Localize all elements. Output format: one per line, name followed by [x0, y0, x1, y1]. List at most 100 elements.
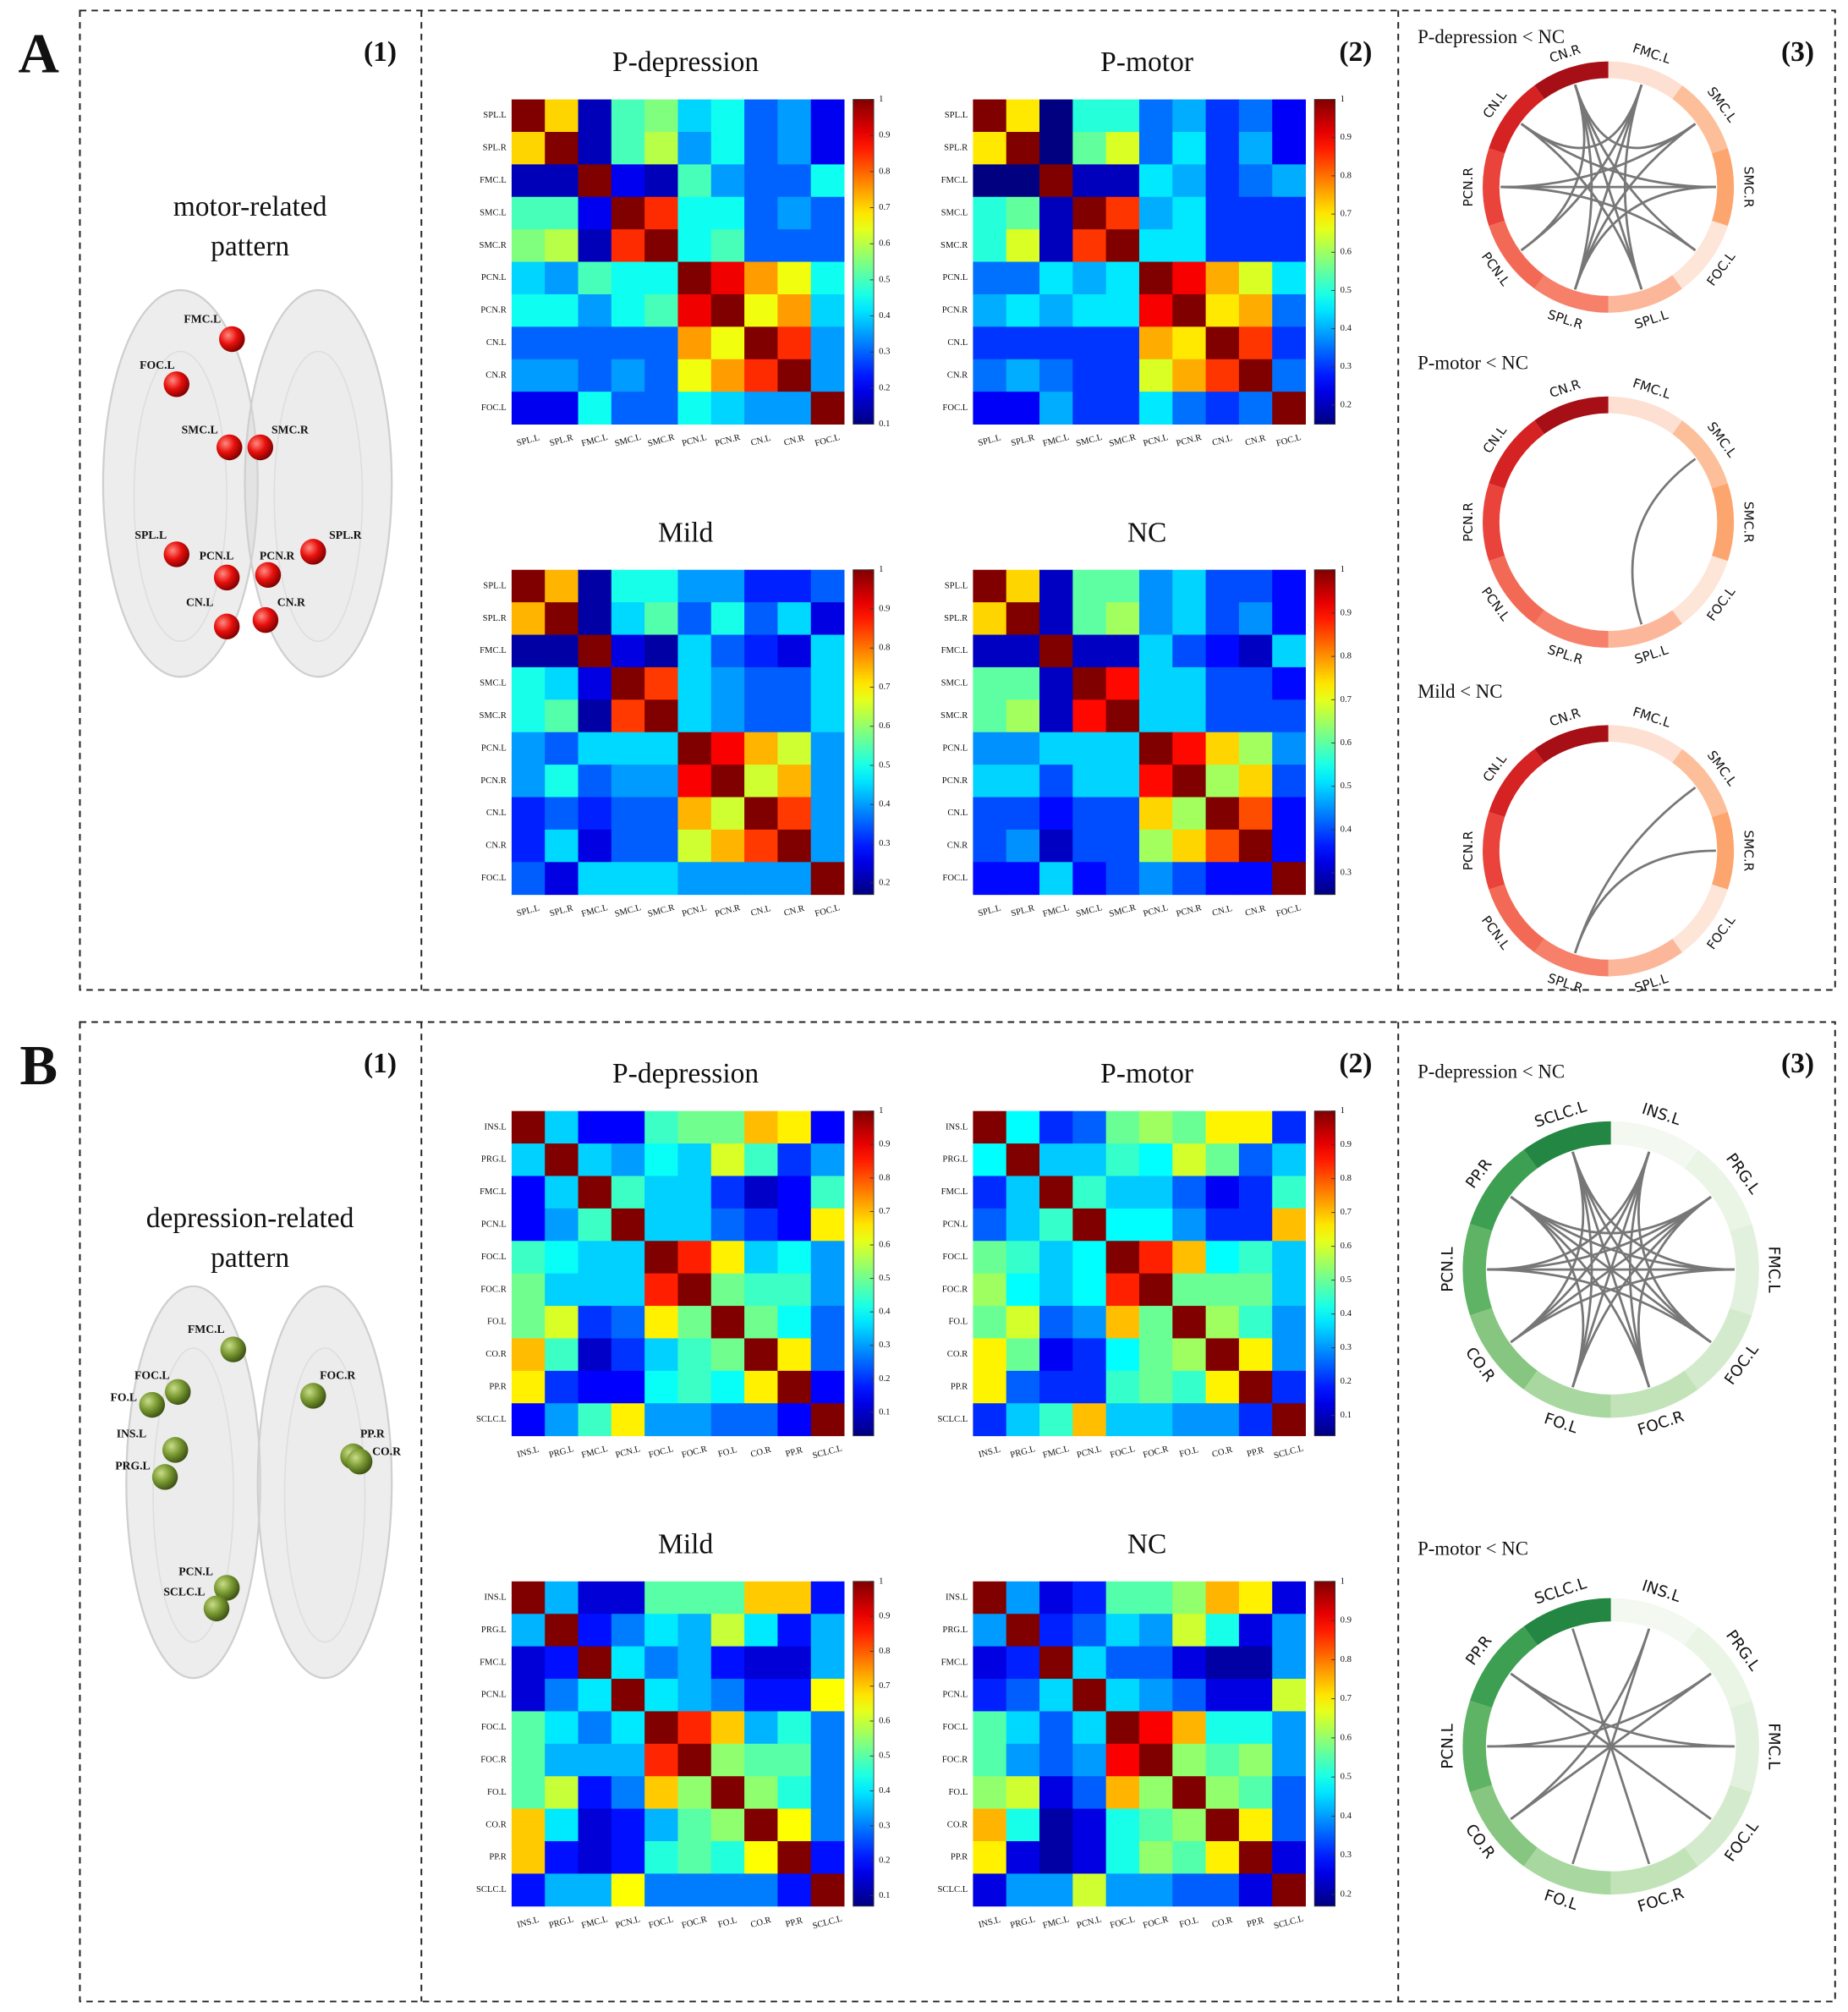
brain-fold — [273, 350, 364, 643]
heatmap-cell — [1138, 569, 1173, 603]
heatmap-cell — [1238, 229, 1273, 263]
heatmap-cell — [578, 293, 612, 327]
heatmap-cell — [1039, 392, 1073, 425]
heatmap-cell — [1205, 862, 1240, 896]
chord-segment — [1610, 1121, 1698, 1169]
row-label: SMC.R — [940, 711, 968, 721]
column-label: PRG.L — [1009, 1915, 1036, 1930]
heatmap-cell — [611, 829, 645, 863]
heatmap-cell — [511, 392, 546, 425]
heatmap-cell — [644, 392, 678, 425]
row-label: FMC.L — [480, 176, 507, 185]
heatmap-cell — [777, 1614, 812, 1647]
colorbar-tick-label: 0.9 — [879, 131, 890, 140]
heatmap-cell — [810, 131, 845, 165]
heatmap-cell — [1039, 569, 1073, 603]
heatmap-cell — [777, 326, 812, 360]
heatmap-cell — [710, 1370, 745, 1404]
heatmap-cell — [1238, 1776, 1273, 1810]
heatmap-cell — [511, 1241, 546, 1275]
heatmap-cell — [1172, 1679, 1207, 1712]
heatmap-cell — [973, 1743, 1007, 1777]
heatmap-cell — [744, 1646, 778, 1680]
heatmap-cell — [644, 1808, 678, 1842]
heatmap-cell — [810, 293, 845, 327]
heatmap-cell — [810, 862, 845, 896]
heatmap-cell — [777, 359, 812, 392]
heatmap-cell — [1006, 1841, 1040, 1874]
chord-segment — [1489, 555, 1545, 624]
chord-segment — [1469, 1308, 1538, 1390]
row-label: PP.R — [951, 1853, 968, 1862]
row-label: FO.L — [949, 1788, 968, 1797]
heatmap-cell — [1072, 797, 1107, 831]
heatmap-cell — [1172, 797, 1207, 831]
heatmap-cell — [1072, 1143, 1107, 1176]
heatmap-cell — [710, 1306, 745, 1339]
heatmap-cell — [644, 1403, 678, 1437]
heatmap-cell — [1205, 569, 1240, 603]
column-label: SMC.R — [647, 433, 677, 449]
heatmap-cell — [1072, 765, 1107, 798]
heatmap-cell — [1238, 1241, 1273, 1275]
heatmap-cell — [1006, 666, 1040, 700]
colorbar-tick-label: 0.1 — [1341, 1411, 1352, 1420]
heatmap-cell — [1105, 1241, 1140, 1275]
heatmap-cell — [644, 1614, 678, 1647]
heatmap-cell — [578, 1241, 612, 1275]
heatmap-cell — [545, 1808, 579, 1842]
heatmap-cell — [810, 666, 845, 700]
heatmap-cell — [511, 1208, 546, 1242]
row-label: PCN.L — [481, 1691, 507, 1700]
heatmap-cell — [1272, 666, 1306, 700]
heatmap-cell — [1238, 1841, 1273, 1874]
row-label: PRG.L — [481, 1155, 507, 1165]
colorbar-tick-label: 0.4 — [879, 1308, 891, 1317]
row-label: INS.L — [484, 1122, 506, 1132]
colorbar-tick-label: 0.6 — [879, 1716, 891, 1725]
chord-segment — [1608, 275, 1682, 313]
heatmap-cell — [1006, 634, 1040, 668]
heatmap-cell — [644, 1679, 678, 1712]
row-label: CN.R — [485, 370, 507, 380]
heatmap-cell — [677, 862, 712, 896]
heatmap-cell — [1205, 1338, 1240, 1372]
column-label: FOC.R — [1142, 1445, 1170, 1461]
heatmap-cell — [1238, 1403, 1273, 1437]
heatmap-cell — [545, 1208, 579, 1242]
heatmap-cell — [710, 666, 745, 700]
heatmap-cell — [1105, 1614, 1140, 1647]
heatmap-cell — [1039, 1241, 1073, 1275]
heatmap-cell — [777, 1581, 812, 1615]
heatmap-cell — [578, 196, 612, 230]
heatmap-cell — [1039, 1176, 1073, 1209]
heatmap-cell — [1272, 862, 1306, 896]
heatmap-cell — [1138, 1743, 1173, 1777]
heatmap-cell — [810, 1646, 845, 1680]
heatmap-cell — [1272, 634, 1306, 668]
heatmap-cell — [1105, 862, 1140, 896]
heatmap-cell — [744, 1403, 778, 1437]
chord-edge — [1510, 1151, 1585, 1344]
heatmap-cell — [1072, 131, 1107, 165]
section-label: (2) — [1339, 36, 1372, 68]
heatmap-cell — [677, 1679, 712, 1712]
heatmap-cell — [710, 1403, 745, 1437]
chord-node-label: SPL.L — [1632, 642, 1670, 667]
heatmap-cell — [511, 1776, 546, 1810]
heatmap-cell — [1039, 602, 1073, 635]
column-label: SCLC.L — [812, 1915, 843, 1932]
heatmap-cell — [1238, 1273, 1273, 1307]
heatmap-cell — [677, 569, 712, 603]
heatmap-cell — [511, 699, 546, 733]
chord-segment — [1469, 1626, 1538, 1708]
brain-fold — [283, 1347, 366, 1643]
chord-node-label: SPL.R — [1546, 307, 1586, 332]
chord-segment — [1523, 1121, 1611, 1169]
heatmap-cell — [710, 164, 745, 198]
heatmap-cell — [677, 1873, 712, 1907]
heatmap-cell — [677, 1743, 712, 1777]
column-label: INS.L — [978, 1916, 1001, 1930]
heatmap-cell — [677, 1306, 712, 1339]
row-label: FOC.R — [942, 1755, 968, 1764]
